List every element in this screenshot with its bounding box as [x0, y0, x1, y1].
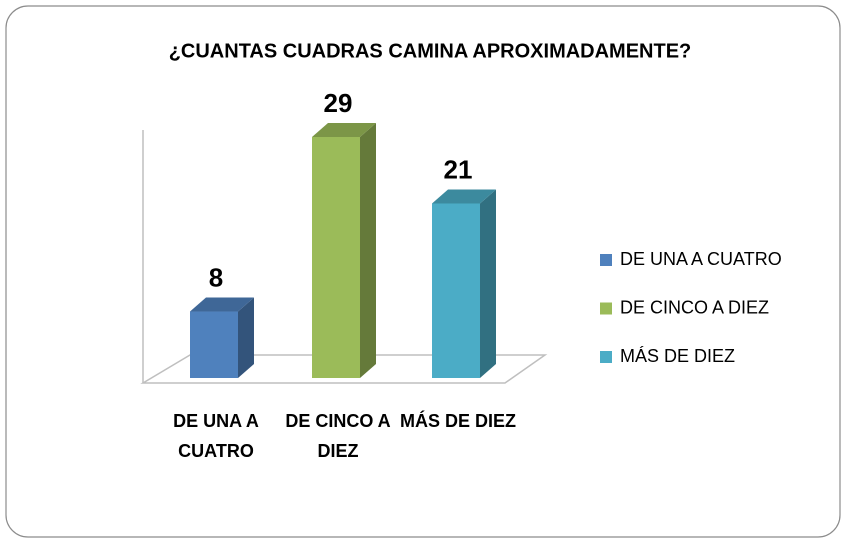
legend-swatch [600, 351, 612, 363]
x-tick-label: MÁS DE DIEZ [399, 411, 516, 431]
x-tick-label: DE CINCO A DIEZ [285, 411, 391, 461]
bar [190, 311, 238, 378]
legend-label: DE CINCO A DIEZ [620, 297, 769, 317]
chart-title: ¿CUANTAS CUADRAS CAMINA APROXIMADAMENTE? [169, 40, 692, 62]
x-tick-label: DE UNA A CUATRO [173, 411, 259, 461]
legend-swatch [600, 254, 612, 266]
bar [432, 203, 480, 378]
data-label: 8 [209, 262, 223, 292]
bar-side [360, 123, 376, 378]
legend-swatch [600, 302, 612, 315]
bar-top [432, 189, 496, 204]
legend-label: MÁS DE DIEZ [620, 346, 735, 366]
bar-top [190, 297, 254, 312]
bar-top [312, 123, 376, 137]
legend-label: DE UNA A CUATRO [620, 249, 782, 269]
bar-side [238, 297, 254, 378]
bar-side [480, 189, 496, 378]
data-label: 29 [324, 88, 353, 118]
data-label: 21 [444, 154, 473, 184]
chart-border [5, 5, 841, 538]
bar [312, 137, 360, 378]
